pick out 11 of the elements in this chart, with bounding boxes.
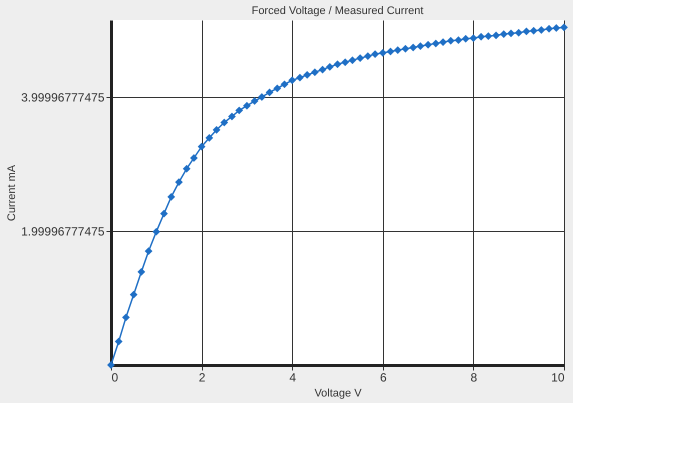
y-tick-label: 3.99996777475 xyxy=(21,90,105,105)
y-axis-title: Current mA xyxy=(6,164,18,222)
x-tick-label: 8 xyxy=(470,370,478,384)
chart-title: Forced Voltage / Measured Current xyxy=(252,5,424,17)
x-tick-label: 10 xyxy=(551,370,565,384)
x-tick-label: 4 xyxy=(289,370,296,384)
x-tick-label: 6 xyxy=(380,370,387,384)
x-tick-label: 0 xyxy=(112,370,118,384)
y-tick-label: 1.99996777475 xyxy=(21,224,105,239)
x-axis-title: Voltage V xyxy=(314,388,362,400)
x-tick-label: 2 xyxy=(198,370,206,384)
